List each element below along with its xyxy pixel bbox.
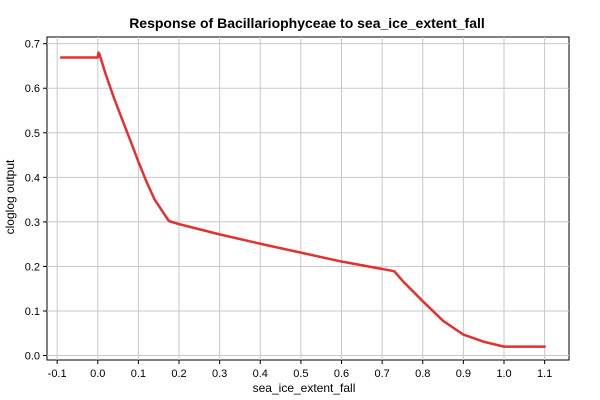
y-tick-label: 0.2 bbox=[25, 261, 40, 273]
x-tick-label: -0.1 bbox=[48, 368, 67, 380]
y-axis: 0.0 0.1 0.2 0.3 0.4 0.5 0.6 0.7 bbox=[25, 39, 47, 363]
x-tick-label: 0.0 bbox=[90, 368, 105, 380]
y-tick-label: 0.6 bbox=[25, 83, 40, 95]
x-tick-label: 0.1 bbox=[131, 368, 146, 380]
y-axis-label: cloglog output bbox=[3, 159, 17, 234]
y-tick-label: 0.0 bbox=[25, 351, 40, 363]
x-tick-label: 0.5 bbox=[293, 368, 308, 380]
plot-frame bbox=[46, 36, 570, 361]
plot-area bbox=[46, 36, 570, 361]
x-axis-label: sea_ice_extent_fall bbox=[253, 381, 356, 395]
x-tick-label: 0.7 bbox=[374, 368, 389, 380]
series-layer bbox=[59, 51, 546, 348]
grid bbox=[47, 37, 569, 360]
x-tick-label: 0.6 bbox=[334, 368, 349, 380]
x-tick-label: 0.2 bbox=[171, 368, 186, 380]
y-tick-label: 0.5 bbox=[25, 128, 40, 140]
x-tick-label: 1.1 bbox=[537, 368, 552, 380]
x-tick-label: 0.9 bbox=[456, 368, 471, 380]
y-tick-label: 0.3 bbox=[25, 217, 40, 229]
x-tick-label: 0.8 bbox=[415, 368, 430, 380]
y-tick-label: 0.1 bbox=[25, 306, 40, 318]
x-tick-label: 0.4 bbox=[253, 368, 268, 380]
x-tick-label: 1.0 bbox=[496, 368, 511, 380]
x-tick-label: 0.3 bbox=[212, 368, 227, 380]
y-tick-label: 0.4 bbox=[25, 172, 40, 184]
chart-title: Response of Bacillariophyceae to sea_ice… bbox=[129, 15, 485, 31]
x-axis: -0.1 0.0 0.1 0.2 0.3 0.4 0.5 0.6 0.7 0.8 0.9 1.0 1.1 bbox=[48, 360, 552, 380]
response-curve-line bbox=[59, 51, 546, 348]
y-tick-label: 0.7 bbox=[25, 39, 40, 51]
